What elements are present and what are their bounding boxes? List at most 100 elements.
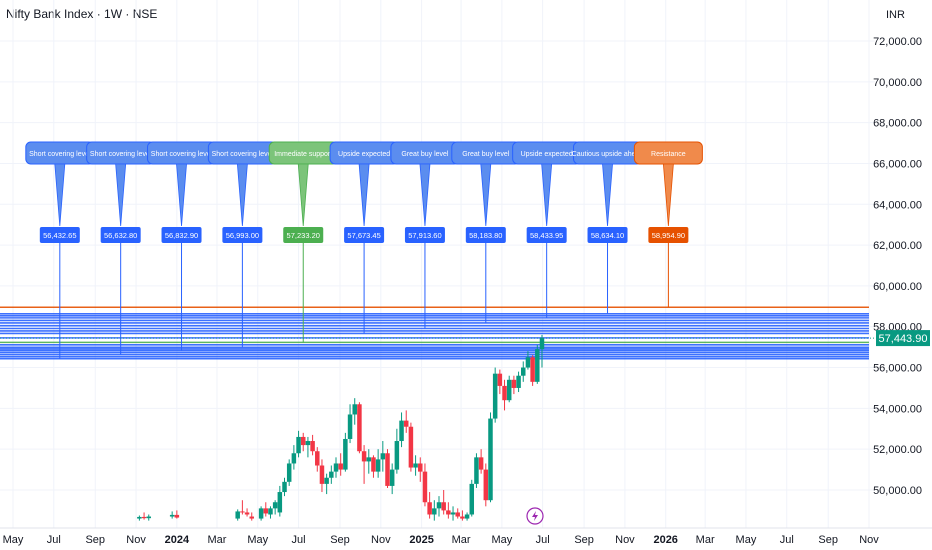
candle-body <box>436 502 442 509</box>
callout-value-tag <box>161 227 202 243</box>
callout-pointer <box>662 163 674 227</box>
callout-pointer <box>541 163 553 227</box>
candle-body <box>530 357 535 382</box>
symbol-title[interactable]: Nifty Bank Index · 1W · NSE <box>6 7 158 21</box>
level-callout[interactable]: Great buy level 57,913.60 <box>390 141 460 329</box>
candle-body <box>263 508 269 514</box>
candle-body <box>352 404 357 415</box>
y-tick-label: 50,000.00 <box>873 485 922 497</box>
callout-pointer <box>419 163 431 227</box>
y-axis: 50,000.0052,000.0054,000.0056,000.0058,0… <box>873 36 922 497</box>
candle-body <box>258 508 264 519</box>
candle-body <box>408 426 414 468</box>
x-tick-label: May <box>736 534 757 546</box>
grid <box>0 0 875 528</box>
candle-body <box>521 367 526 376</box>
candle-body <box>413 463 418 468</box>
candle-body <box>483 469 489 501</box>
y-tick-label: 56,000.00 <box>873 363 922 375</box>
candle-body <box>446 510 451 515</box>
candle-body <box>418 463 423 472</box>
candle-body <box>343 438 348 470</box>
candle-body <box>502 385 507 401</box>
candle-body <box>333 463 339 472</box>
candle-body <box>235 511 240 519</box>
y-tick-label: 52,000.00 <box>873 444 922 456</box>
callout-label: Upside expected <box>338 151 390 158</box>
candle-body <box>422 471 428 503</box>
level-callout[interactable]: Short covering level 56,832.90 <box>147 141 217 351</box>
level-callout[interactable]: Upside expected 57,673.45 <box>329 141 399 334</box>
x-tick-label: 2026 <box>653 534 677 546</box>
callout-label: Upside expected <box>521 151 573 158</box>
callout-pointer <box>236 163 248 227</box>
x-tick-label: 2024 <box>165 534 190 546</box>
callout-pointer <box>480 163 492 227</box>
currency-label[interactable]: INR <box>886 9 905 21</box>
last-price-label: 57,443.90 <box>879 333 928 345</box>
candle-body <box>535 349 540 382</box>
candle-body <box>300 436 306 446</box>
x-tick-label: Sep <box>818 534 838 546</box>
x-tick-label: May <box>3 534 24 546</box>
x-tick-label: Nov <box>615 534 635 546</box>
callout-value: 58,634.10 <box>591 231 624 240</box>
level-lines <box>0 306 869 360</box>
x-tick-label: Nov <box>371 534 391 546</box>
candles <box>137 334 545 521</box>
candle-body <box>315 451 320 466</box>
level-callout[interactable]: Short covering level 56,993.00 <box>207 141 277 348</box>
candle-body <box>441 502 446 511</box>
candle-body <box>244 512 250 515</box>
candle-body <box>394 441 400 470</box>
callout-value-tag <box>587 227 628 243</box>
candle-body <box>169 514 175 517</box>
x-tick-label: Jul <box>780 534 794 546</box>
candle-body <box>272 502 278 509</box>
y-tick-label: 70,000.00 <box>873 77 922 89</box>
callout-label: Immediate support <box>274 151 332 158</box>
level-callout[interactable]: Cautious upside ahead 58,634.10 <box>572 141 644 314</box>
candle-body <box>403 420 409 427</box>
candle-body <box>469 483 475 515</box>
callout-value: 57,913.60 <box>408 231 441 240</box>
level-callout[interactable]: Short covering level 56,432.65 <box>25 141 95 359</box>
level-callout[interactable]: Immediate support 57,233.20 <box>268 141 338 343</box>
candle-body <box>310 441 315 452</box>
callout-label: Short covering level <box>151 151 213 158</box>
x-axis: May Jul Sep Nov 2024 Mar May Jul Sep Nov 2025 Mar Ma… <box>0 527 932 546</box>
level-callout[interactable]: Upside expected 58,433.95 <box>512 141 582 318</box>
candle-body <box>366 457 372 462</box>
candle-body <box>380 453 386 460</box>
level-callout[interactable]: Resistance 58,954.90 <box>633 141 703 308</box>
callout-value: 57,233.20 <box>287 231 320 240</box>
callout-value: 58,433.95 <box>530 231 563 240</box>
callout-pointer <box>602 163 613 227</box>
callout-pointer <box>297 163 309 227</box>
x-tick-label: Nov <box>859 534 879 546</box>
x-tick-label: Sep <box>574 534 594 546</box>
candle-body <box>291 453 297 464</box>
overlay: 57,443.90 <box>0 330 930 525</box>
callout-value-tag <box>100 227 141 243</box>
candle-body <box>455 512 460 517</box>
candle-body <box>347 414 353 439</box>
candle-body <box>511 379 517 388</box>
x-tick-label: Sep <box>85 534 105 546</box>
candle-body <box>539 338 545 350</box>
y-tick-label: 68,000.00 <box>873 118 922 130</box>
callout-value-tag <box>344 227 385 243</box>
callout-pointer <box>54 163 66 227</box>
candle-body <box>146 516 152 519</box>
flash-icon[interactable] <box>526 507 544 525</box>
callout-value-tag <box>526 227 567 243</box>
candle-body <box>432 508 437 515</box>
candle-body <box>497 373 503 386</box>
level-callout[interactable]: Great buy level 58,183.80 <box>451 141 521 323</box>
y-tick-label: 62,000.00 <box>873 240 922 252</box>
callout-value: 58,183.80 <box>469 231 502 240</box>
callout-value: 56,632.80 <box>104 231 137 240</box>
callout-value: 58,954.90 <box>652 231 685 240</box>
